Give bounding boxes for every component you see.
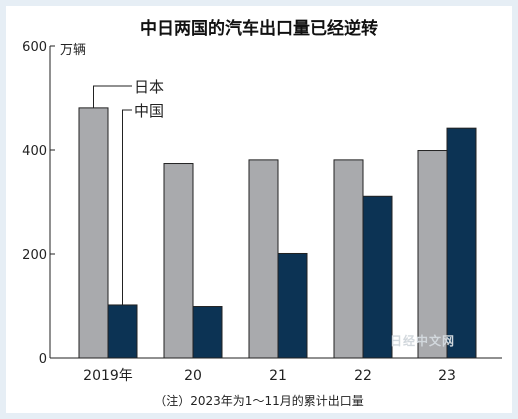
chart-note: （注）2023年为1～11月的累计出口量 (154, 394, 364, 408)
x-tick-label: 21 (269, 368, 287, 384)
bar-japan (248, 159, 279, 359)
bar-china (446, 127, 477, 359)
bar-japan (333, 159, 364, 359)
legend-leader-line (93, 85, 132, 108)
bar-japan (78, 107, 109, 359)
x-tick-label: 23 (438, 368, 456, 384)
bar-china (362, 195, 393, 359)
y-tick-label: 400 (22, 144, 47, 159)
bar-china (277, 252, 308, 359)
watermark: 日经中文网 (390, 334, 456, 348)
x-tick-label: 20 (184, 368, 202, 384)
y-tick-label: 200 (22, 248, 47, 263)
legend-leader-line (122, 109, 132, 305)
y-tick-label: 0 (39, 352, 47, 367)
legend-label: 中国 (134, 102, 164, 120)
bar-china (192, 306, 223, 359)
bar-japan (417, 150, 448, 359)
y-unit-label: 万辆 (60, 43, 86, 58)
chart-title: 中日两国的汽车出口量已经逆转 (140, 19, 378, 39)
legend-label: 日本 (134, 78, 164, 96)
bar-china (107, 304, 138, 359)
x-tick-label: 22 (354, 368, 372, 384)
bar-japan (163, 163, 194, 359)
chart-panel: 中日两国的汽车出口量已经逆转 0 200 400 600 万辆 2019年 20 21 22 23… (6, 6, 512, 413)
y-tick-label: 600 (22, 40, 47, 55)
x-tick-label: 2019年 (83, 368, 133, 384)
